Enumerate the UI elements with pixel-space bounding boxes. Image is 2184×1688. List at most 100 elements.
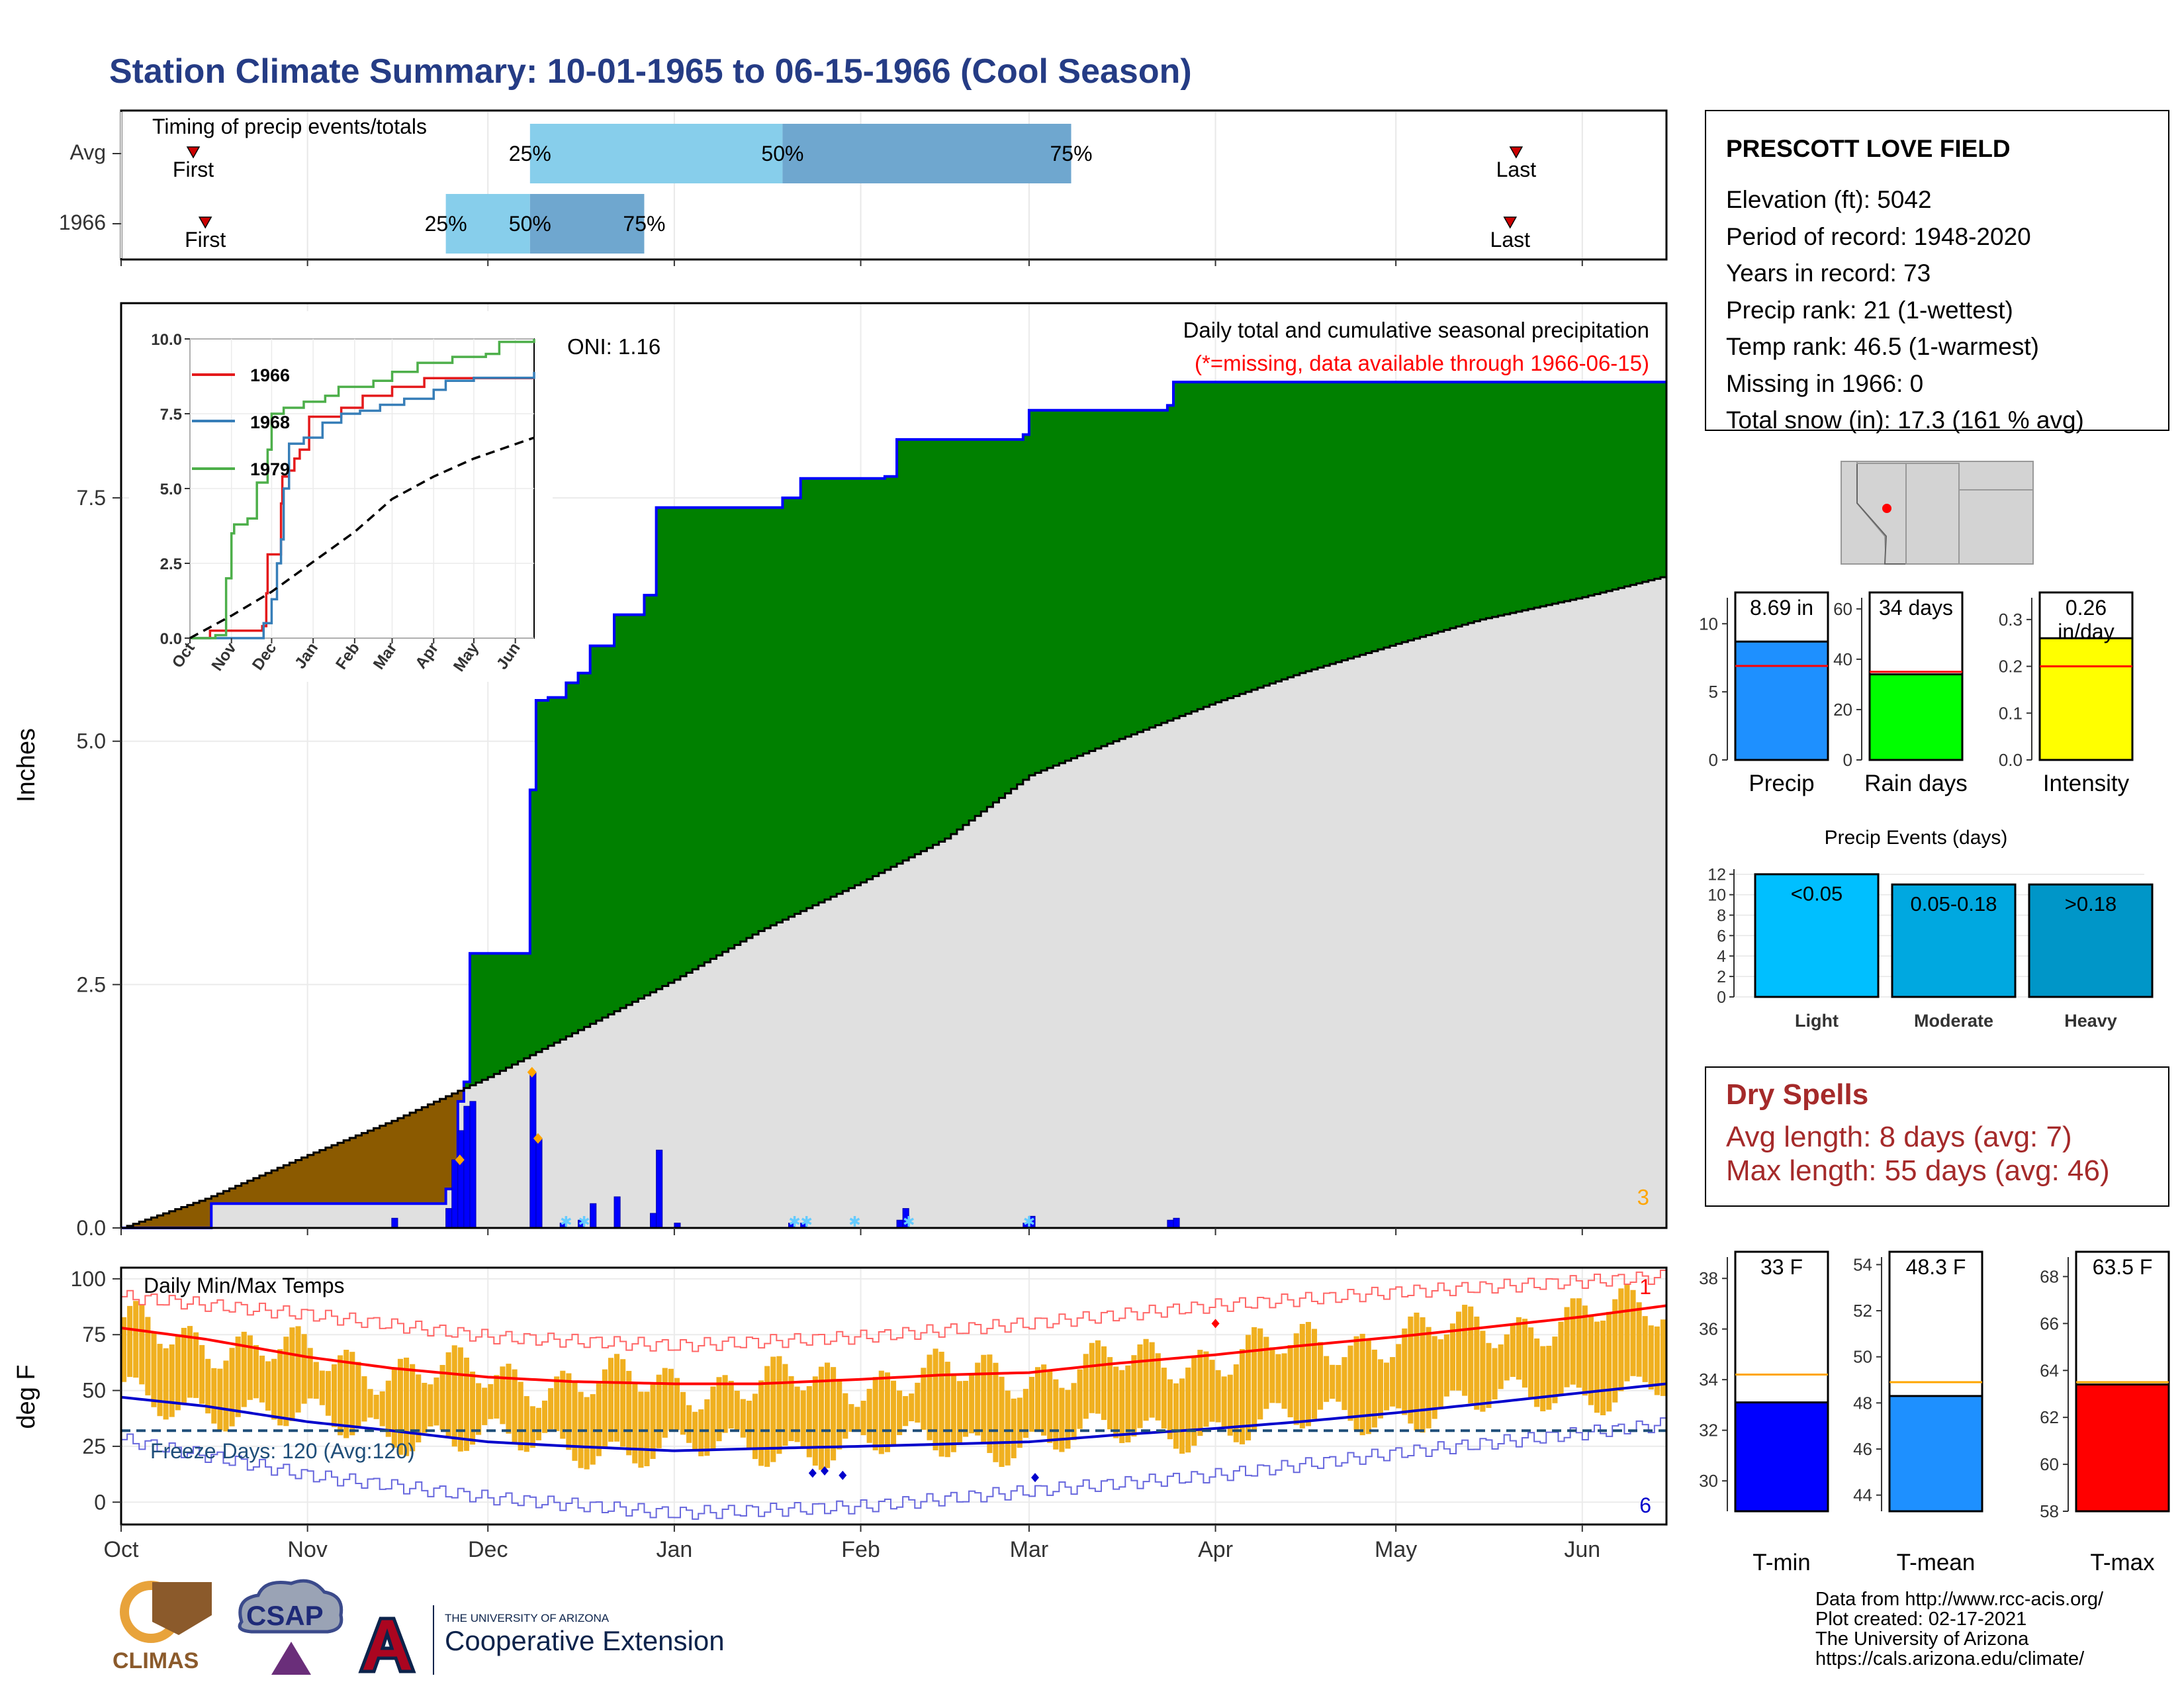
- daily-precip-bar: [391, 1217, 398, 1229]
- timing-first-marker: [198, 216, 212, 229]
- events-category-label: Light: [1795, 1011, 1839, 1031]
- cumulative-1966-line: [121, 381, 1666, 1229]
- daily-temp-bar: [277, 1349, 283, 1426]
- daily-temp-bar: [338, 1355, 343, 1436]
- temp-xtick-label: Mar: [1010, 1537, 1049, 1562]
- daily-temp-bar: [319, 1370, 325, 1405]
- average-tmax-line: [120, 1304, 1667, 1385]
- inset-line-1979: [190, 339, 535, 639]
- daily-temp-bar: [379, 1391, 385, 1427]
- mini-ytick-label: 54: [1853, 1254, 1872, 1274]
- daily-temp-bar: [535, 1407, 541, 1440]
- mini-value-label: 34 days: [1879, 596, 1953, 620]
- daily-temp-bar: [1426, 1327, 1432, 1429]
- daily-temp-bar: [872, 1377, 878, 1450]
- daily-precip-bar: [1173, 1217, 1180, 1229]
- timing-first-label: First: [185, 228, 226, 252]
- timing-xticks: [120, 259, 1583, 266]
- daily-temp-bar: [1191, 1356, 1197, 1446]
- daily-temp-bar: [674, 1378, 680, 1430]
- daily-temp-bar: [806, 1385, 812, 1458]
- daily-temp-bar: [734, 1390, 740, 1430]
- daily-temp-bar: [1420, 1317, 1426, 1433]
- record-precip-marker: [533, 1133, 543, 1144]
- daily-temp-bar: [1239, 1349, 1246, 1444]
- events-ytick-label: 4: [1717, 947, 1726, 966]
- daily-temp-bar: [157, 1344, 163, 1417]
- daily-temp-bar: [969, 1373, 975, 1434]
- mini-bar: [1734, 640, 1829, 761]
- main-precip-chart: ✱ ✱ ✱ ✱ ✱ ✱ ✱ 0.02.55.07.5 Inches ONI: 1.16 Da…: [13, 302, 1668, 1240]
- missing-note: (*=missing, data available through 1966-…: [1195, 351, 1649, 375]
- mini-ytick-label: 0.2: [1999, 657, 2023, 677]
- daily-temp-bar: [956, 1381, 962, 1444]
- temp-xtick-label: Jan: [656, 1537, 692, 1562]
- daily-temp-bar: [650, 1384, 656, 1459]
- daily-temp-bar: [445, 1352, 451, 1438]
- daily-temp-bar: [1534, 1338, 1540, 1407]
- daily-precip-bar: [656, 1149, 663, 1229]
- mini-value-label: in/day: [2058, 620, 2114, 643]
- main-ytick-label: 0.0: [77, 1216, 106, 1240]
- mini-category-label: T-mean: [1897, 1550, 1976, 1575]
- daily-temp-bar: [662, 1368, 668, 1438]
- daily-temp-bar: [404, 1357, 410, 1456]
- daily-temp-bar: [217, 1368, 223, 1430]
- daily-temp-bar: [596, 1383, 602, 1456]
- snow-marker: ✱: [1023, 1213, 1035, 1230]
- daily-temp-bar: [1113, 1366, 1119, 1438]
- mini-ytick-label: 36: [1699, 1319, 1718, 1339]
- daily-temp-bar: [933, 1348, 938, 1450]
- daily-temp-bar: [1359, 1333, 1365, 1436]
- inset-ytick-label: 7.5: [160, 406, 182, 424]
- daily-temp-bar: [1281, 1353, 1287, 1409]
- snow-marker: ✱: [560, 1213, 572, 1230]
- inset-ytick-label: 2.5: [160, 555, 182, 573]
- station-period: Period of record: 1948-2020: [1726, 223, 2031, 250]
- mini-ytick-label: 50: [1853, 1347, 1872, 1367]
- inset-line-1968: [190, 371, 535, 639]
- daily-temp-bar: [1149, 1342, 1155, 1418]
- events-bar: [1891, 883, 2017, 998]
- timing-labels: 25% 50% 75% First Last 25% 50% 75% First Last: [173, 142, 1536, 252]
- mini-bar: [1868, 673, 1964, 761]
- mini-value-label: 48.3 F: [1906, 1255, 1966, 1279]
- events-ytick-label: 0: [1717, 988, 1726, 1007]
- timing-label-50: 50%: [761, 142, 803, 165]
- daily-temp-bar: [1414, 1312, 1420, 1430]
- above-average-area: [463, 382, 1666, 1088]
- daily-temp-bar: [373, 1395, 379, 1419]
- temp-summary-bars: 30 32 34 36 38 33 F T-min 44 46 48 50 52 54 48.3 F T-m…: [1699, 1250, 2170, 1575]
- daily-temp-bar: [1257, 1328, 1263, 1420]
- station-missing: Missing in 1966: 0: [1726, 370, 1923, 397]
- temp-ytick-label: 100: [71, 1267, 106, 1291]
- daily-temp-bar: [1137, 1344, 1143, 1429]
- daily-temp-bar: [818, 1366, 825, 1470]
- footer-line: The University of Arizona: [1815, 1628, 2029, 1650]
- daily-temp-bar: [1107, 1357, 1113, 1430]
- daily-temp-bar: [704, 1399, 710, 1456]
- precip-summary-bars: 0 5 10 8.69 in Precip 0 20 40 60 34 days Rain days…: [1699, 591, 2134, 796]
- daily-temp-bar: [1396, 1344, 1402, 1409]
- daily-temp-bar: [614, 1354, 620, 1442]
- mini-ytick-label: 66: [2040, 1313, 2059, 1333]
- record-high-marker: [1211, 1319, 1220, 1329]
- daily-temp-bar: [770, 1356, 776, 1462]
- daily-temp-bar: [1077, 1369, 1083, 1429]
- temp-chart-title: Daily Min/Max Temps: [144, 1274, 344, 1297]
- daily-temp-bar: [1221, 1376, 1227, 1428]
- daily-temp-bar: [229, 1348, 235, 1427]
- mini-ytick-label: 60: [2040, 1454, 2059, 1474]
- timing-panel-title: Timing of precip events/totals: [152, 115, 427, 138]
- daily-temp-bar: [307, 1348, 313, 1399]
- daily-temp-bar: [253, 1345, 259, 1399]
- daily-temp-bar: [1053, 1379, 1059, 1450]
- daily-temp-bar: [1101, 1346, 1107, 1421]
- timing-bar-25-50: [529, 124, 783, 183]
- timing-grid: [120, 112, 1583, 258]
- dry-spells-box: Dry Spells Avg length: 8 days (avg: 7) M…: [1705, 1066, 2169, 1207]
- daily-temp-bar: [187, 1326, 193, 1398]
- daily-temp-bar: [800, 1390, 806, 1448]
- daily-temp-bar: [1161, 1368, 1167, 1429]
- daily-temp-bar: [439, 1364, 445, 1430]
